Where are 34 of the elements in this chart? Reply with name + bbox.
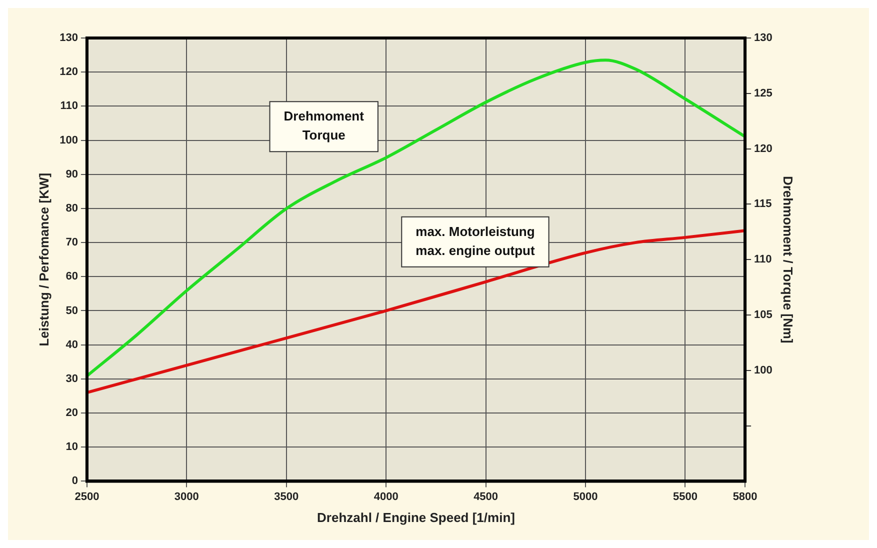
annotation: max. Motorleistung max. engine output (416, 224, 536, 258)
y-tick-label: 40 (66, 338, 78, 351)
y2-axis-title: Drehmoment / Torque [Nm] (780, 176, 796, 344)
x-tick-label: 3000 (174, 490, 199, 503)
y2-tick-label: 110 (754, 254, 772, 266)
y-tick-label: 100 (60, 134, 78, 146)
y-tick-label: 90 (66, 168, 78, 180)
x-tick-label: 3500 (274, 490, 299, 503)
y-axis-title: Leistung / Perfomance [KW] (36, 172, 52, 346)
y2-tick-label: 105 (754, 309, 772, 322)
y-tick-label: 130 (60, 32, 78, 44)
y-tick-label: 80 (66, 202, 78, 214)
y-tick-label: 60 (66, 270, 78, 283)
y-tick-label: 30 (66, 372, 78, 385)
x-tick-label: 5000 (573, 490, 598, 503)
y2-tick-label: 125 (754, 87, 772, 100)
x-tick-label: 2500 (74, 490, 100, 503)
y2-tick-label: 100 (754, 364, 772, 376)
y2-tick-label: 120 (754, 142, 772, 155)
y-tick-label: 50 (66, 304, 78, 317)
x-tick-label: 4500 (474, 490, 498, 503)
y-tick-label: 120 (60, 66, 78, 78)
y-tick-label: 70 (66, 236, 78, 249)
y2-tick-label: 130 (754, 32, 772, 44)
y-tick-label: 110 (60, 100, 78, 112)
y-tick-label: 20 (66, 407, 78, 420)
y-tick-label: 0 (72, 475, 78, 488)
x-tick-label: 4000 (374, 490, 398, 503)
x-axis-title: Drehzahl / Engine Speed [1/min] (317, 510, 515, 525)
y-tick-label: 10 (66, 441, 78, 454)
x-tick-label: 5500 (672, 490, 698, 503)
annotation: Drehmoment Torque (284, 108, 365, 143)
y2-tick-label: 115 (754, 198, 772, 210)
x-tick-label: 5800 (732, 490, 758, 503)
